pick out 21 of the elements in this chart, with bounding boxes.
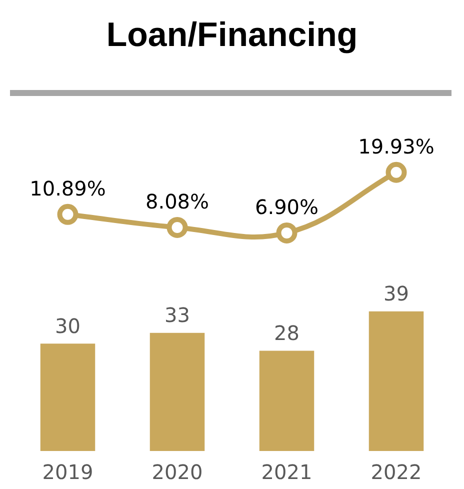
data-label: 19.93%: [358, 134, 434, 159]
x-tick-label: 2021: [261, 460, 312, 484]
data-label: 28: [274, 320, 300, 345]
x-tick-label: 2022: [370, 460, 422, 484]
data-label: 10.89%: [30, 176, 106, 201]
x-tick-label: 2020: [152, 460, 203, 484]
point: [276, 222, 298, 244]
chart-title: Loan/Financing: [105, 14, 359, 56]
bar: [368, 311, 424, 451]
data-label: 30: [55, 314, 80, 338]
bar: [259, 350, 314, 451]
data-label: 8.08%: [145, 190, 210, 214]
x-tick-label: 2019: [42, 460, 94, 484]
point: [386, 162, 407, 183]
data-label: 6.90%: [254, 195, 319, 220]
bar: [40, 344, 96, 451]
data-label: 39: [384, 282, 409, 306]
point: [57, 204, 78, 225]
data-label: 33: [164, 303, 190, 328]
point: [166, 216, 188, 238]
bar: [150, 332, 205, 451]
